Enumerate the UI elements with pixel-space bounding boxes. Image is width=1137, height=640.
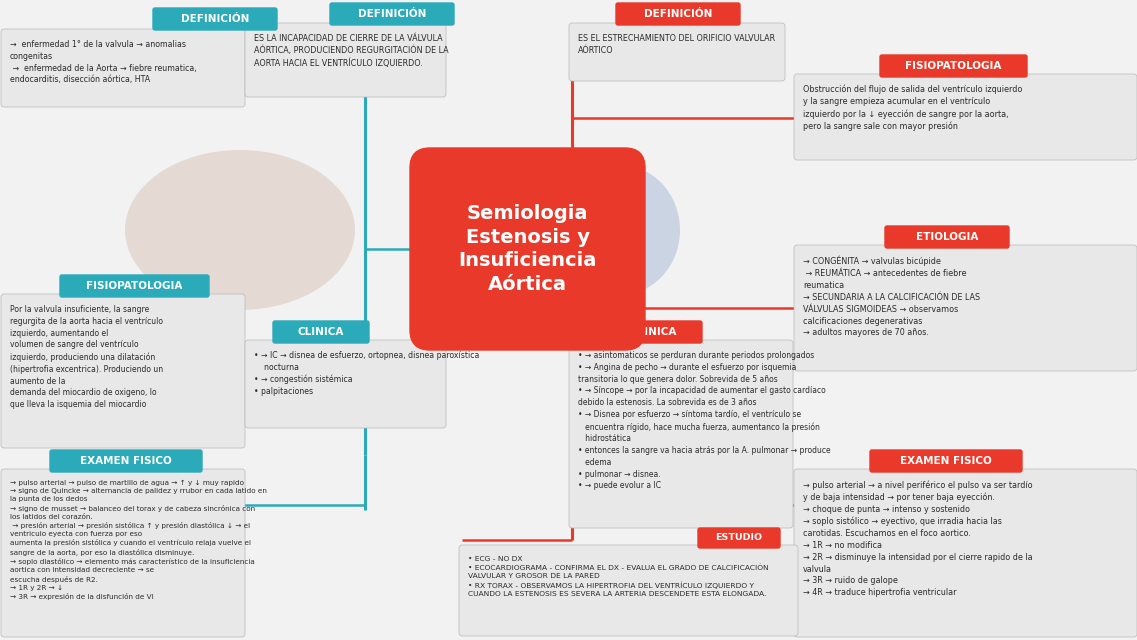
Text: FISIOPATOLOGIA: FISIOPATOLOGIA	[905, 61, 1002, 71]
FancyBboxPatch shape	[410, 148, 645, 350]
FancyBboxPatch shape	[794, 74, 1137, 160]
FancyBboxPatch shape	[330, 3, 454, 25]
Text: Por la valvula insuficiente, la sangre
regurgita de la aorta hacia el ventrículo: Por la valvula insuficiente, la sangre r…	[10, 305, 163, 409]
FancyBboxPatch shape	[606, 321, 702, 343]
FancyBboxPatch shape	[794, 469, 1137, 637]
FancyBboxPatch shape	[153, 8, 277, 30]
Text: DEFINICIÓN: DEFINICIÓN	[644, 9, 712, 19]
FancyBboxPatch shape	[616, 3, 740, 25]
Text: EXAMEN FISICO: EXAMEN FISICO	[901, 456, 991, 466]
Text: • → IC → disnea de esfuerzo, ortopnea, disnea paroxística
    nocturna
• → conge: • → IC → disnea de esfuerzo, ortopnea, d…	[254, 351, 480, 396]
FancyBboxPatch shape	[1, 29, 244, 107]
Text: ES LA INCAPACIDAD DE CIERRE DE LA VÁLVULA
AÓRTICA, PRODUCIENDO REGURGITACIÓN DE : ES LA INCAPACIDAD DE CIERRE DE LA VÁLVUL…	[254, 34, 449, 68]
FancyBboxPatch shape	[459, 545, 798, 636]
FancyBboxPatch shape	[1, 294, 244, 448]
Text: CLINICA: CLINICA	[631, 327, 678, 337]
Text: • ECG - NO DX
• ECOCARDIOGRAMA - CONFIRMA EL DX - EVALUA EL GRADO DE CALCIFICACI: • ECG - NO DX • ECOCARDIOGRAMA - CONFIRM…	[468, 556, 769, 596]
FancyBboxPatch shape	[273, 321, 370, 343]
FancyBboxPatch shape	[50, 450, 202, 472]
Text: DEFINICIÓN: DEFINICIÓN	[358, 9, 426, 19]
Text: CLINICA: CLINICA	[298, 327, 345, 337]
FancyBboxPatch shape	[880, 55, 1027, 77]
FancyBboxPatch shape	[885, 226, 1009, 248]
FancyBboxPatch shape	[60, 275, 209, 297]
FancyBboxPatch shape	[568, 23, 785, 81]
Text: EXAMEN FISICO: EXAMEN FISICO	[80, 456, 172, 466]
Text: → CONGÉNITA → valvulas bicúpide
 → REUMÁTICA → antecedentes de fiebre
reumatica
: → CONGÉNITA → valvulas bicúpide → REUMÁT…	[803, 256, 980, 337]
Text: →  enfermedad 1° de la valvula → anomalias
congenitas
 →  enfermedad de la Aorta: → enfermedad 1° de la valvula → anomalia…	[10, 40, 197, 84]
Ellipse shape	[561, 165, 680, 295]
FancyBboxPatch shape	[870, 450, 1022, 472]
Text: → pulso arterial → a nivel periférico el pulso va ser tardío
y de baja intensida: → pulso arterial → a nivel periférico el…	[803, 480, 1032, 597]
Text: Semiologia
Estenosis y
Insuficiencia
Aórtica: Semiologia Estenosis y Insuficiencia Aór…	[458, 204, 597, 294]
Text: ESTUDIO: ESTUDIO	[715, 534, 763, 543]
Text: • → asintomaticos se perduran durante periodos prolongados
• → Angina de pecho →: • → asintomaticos se perduran durante pe…	[578, 351, 831, 490]
FancyBboxPatch shape	[244, 340, 446, 428]
Text: → pulso arterial → pulso de martillo de agua → ↑ y ↓ muy rapido
→ signo de Quinc: → pulso arterial → pulso de martillo de …	[10, 480, 267, 600]
Text: ETIOLOGIA: ETIOLOGIA	[915, 232, 978, 242]
FancyBboxPatch shape	[1, 469, 244, 637]
FancyBboxPatch shape	[568, 340, 792, 528]
FancyBboxPatch shape	[244, 23, 446, 97]
Ellipse shape	[125, 150, 355, 310]
FancyBboxPatch shape	[698, 528, 780, 548]
Text: Obstrucción del flujo de salida del ventrículo izquierdo
y la sangre empieza acu: Obstrucción del flujo de salida del vent…	[803, 85, 1022, 131]
Text: ES EL ESTRECHAMIENTO DEL ORIFICIO VALVULAR
AÓRTICO: ES EL ESTRECHAMIENTO DEL ORIFICIO VALVUL…	[578, 34, 775, 55]
Text: FISIOPATOLOGIA: FISIOPATOLOGIA	[86, 281, 183, 291]
Text: DEFINICIÓN: DEFINICIÓN	[181, 14, 249, 24]
FancyBboxPatch shape	[794, 245, 1137, 371]
